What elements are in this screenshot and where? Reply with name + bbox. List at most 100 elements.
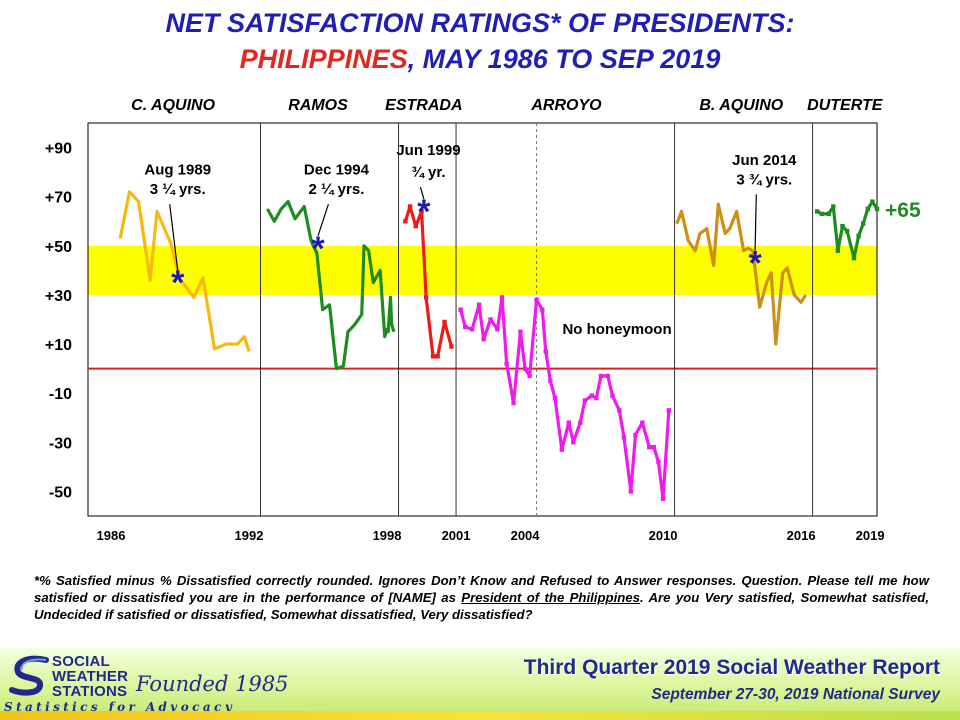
x-tick-label: 2004 (511, 528, 541, 543)
data-point (656, 459, 661, 465)
data-point (578, 420, 583, 425)
chart-title-line-1: NET SATISFACTION RATINGS* OF PRESIDENTS: (165, 8, 795, 38)
x-tick-label: 1986 (97, 528, 126, 543)
data-point (666, 408, 672, 413)
president-name-label: DUTERTE (807, 97, 884, 114)
data-point (640, 420, 645, 425)
report-title: Third Quarter 2019 Social Weather Report (523, 656, 940, 679)
founded-year: Founded 1985 (136, 672, 289, 696)
x-tick-label: 2010 (649, 528, 678, 543)
data-point (504, 361, 509, 366)
data-point (543, 349, 548, 354)
data-point (527, 373, 532, 379)
footer-color-bar (0, 711, 960, 720)
annotation-text: 3 ¾ yrs. (736, 171, 792, 188)
data-point (534, 297, 539, 303)
data-point (548, 378, 553, 384)
series-line (118, 190, 251, 352)
key-point-asterisk: * (748, 245, 762, 283)
data-point (874, 206, 880, 212)
y-tick-label: +70 (45, 190, 72, 207)
data-point (651, 445, 657, 450)
logo-line-stations: STATIONS (52, 683, 128, 700)
x-tick-label: 2016 (787, 528, 816, 543)
latest-value-label: +65 (885, 199, 921, 222)
data-point (814, 209, 820, 214)
footnote-question: . Are you Very satisfied, Somewhat satis… (34, 590, 929, 622)
data-point (633, 432, 638, 438)
sws-logo-text: SOCIAL WEATHER STATIONS (52, 654, 128, 699)
data-point (851, 255, 857, 261)
data-point (566, 420, 571, 425)
data-point (552, 395, 558, 401)
sws-logo-icon (9, 655, 49, 696)
data-point (582, 398, 588, 403)
data-point (819, 211, 824, 217)
data-point (856, 233, 861, 239)
data-point (499, 295, 505, 300)
data-point (518, 329, 523, 334)
title-date-range: , MAY 1986 TO SEP 2019 (407, 44, 721, 74)
data-point (617, 408, 622, 413)
data-point (495, 327, 500, 332)
logo-line-social: SOCIAL (52, 653, 110, 670)
data-point (826, 211, 831, 217)
title-country: PHILIPPINES (239, 44, 408, 74)
president-name-label: ESTRADA (385, 97, 462, 114)
x-tick-label: 2019 (856, 528, 885, 543)
survey-dates: September 27-30, 2019 National Survey (651, 686, 940, 703)
plot-frame (87, 122, 878, 517)
data-point (540, 307, 545, 312)
footnote: *% Satisfied minus % Dissatisfied correc… (34, 572, 929, 623)
key-point-asterisk: * (417, 193, 431, 231)
annotation-arrow (754, 194, 757, 251)
data-point (835, 248, 841, 253)
annotation-arrow (169, 204, 179, 271)
data-point (628, 489, 634, 494)
annotation-text: 3 ¼ yrs. (150, 181, 206, 198)
data-point (435, 354, 440, 359)
data-point (458, 307, 463, 312)
annotation-text: Dec 1994 (304, 162, 370, 179)
data-point (831, 204, 836, 209)
data-point (511, 400, 516, 406)
data-point (647, 445, 652, 450)
data-point (589, 393, 594, 398)
president-name-label: C. AQUINO (131, 97, 215, 114)
annotation-text: No honeymoon (562, 321, 671, 338)
data-point (840, 223, 845, 229)
key-point-asterisk: * (171, 264, 185, 302)
data-point (860, 221, 866, 226)
data-point (559, 447, 565, 452)
y-tick-label: +10 (45, 337, 72, 354)
footnote-underlined-term: President of the Philippines (461, 590, 640, 605)
data-point (610, 393, 615, 398)
data-point (403, 219, 408, 224)
data-point (660, 496, 666, 502)
data-point (598, 373, 604, 379)
logo-line-weather: WEATHER (52, 668, 129, 685)
series-line (266, 199, 396, 371)
data-point (844, 228, 850, 234)
president-name-label: RAMOS (288, 97, 348, 114)
data-point (407, 204, 413, 209)
data-point (476, 302, 482, 307)
footnote-definition: *% Satisfied minus % Dissatisfied correc… (34, 573, 929, 605)
x-tick-label: 1998 (373, 528, 402, 543)
satisfaction-band (88, 245, 877, 295)
data-point (594, 395, 599, 401)
x-tick-label: 1992 (235, 528, 264, 543)
data-point (481, 336, 486, 342)
data-point (419, 209, 424, 214)
data-point (449, 344, 454, 349)
tagline: Statistics for Advocacy (4, 700, 236, 714)
data-point (605, 373, 611, 379)
net-satisfaction-chart: +90 +70 +50 +30 +10 -10 -30 -50 1986 1992 1998 2001… (45, 97, 921, 543)
data-point (621, 435, 627, 440)
data-point (865, 206, 870, 212)
annotation-text: 2 ¼ yrs. (308, 181, 364, 198)
series-line (675, 202, 808, 346)
data-point (469, 327, 475, 332)
data-point (488, 317, 493, 322)
y-tick-label: -30 (49, 435, 72, 452)
